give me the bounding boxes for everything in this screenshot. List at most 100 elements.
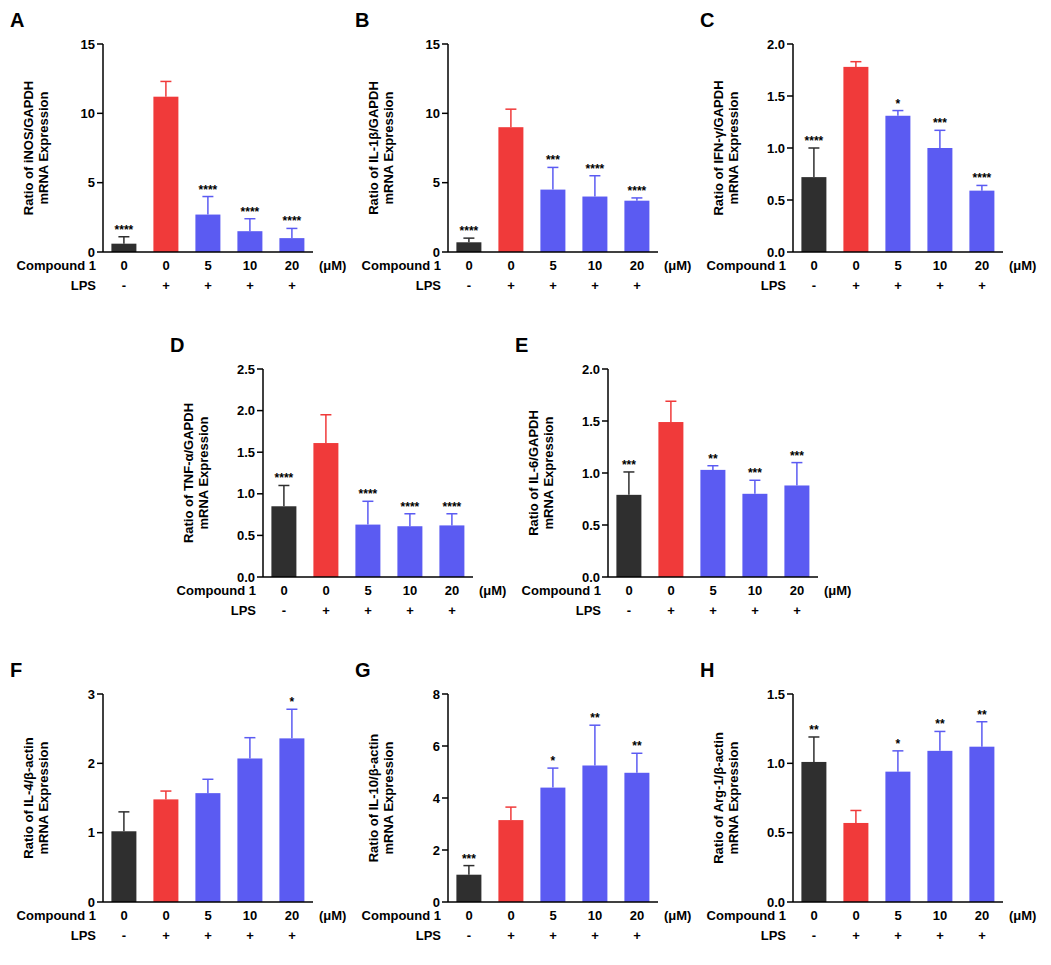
svg-text:20: 20 [285,908,299,923]
svg-text:*: * [896,737,901,751]
svg-text:20: 20 [445,583,459,598]
svg-text:****: **** [283,214,302,228]
svg-text:0: 0 [433,895,440,910]
svg-text:+: + [852,278,860,293]
svg-text:0: 0 [88,245,95,260]
svg-text:+: + [936,928,944,943]
svg-text:-: - [282,603,286,618]
svg-text:0: 0 [852,908,859,923]
svg-text:+: + [246,928,254,943]
svg-text:LPS: LPS [231,603,257,618]
svg-text:0: 0 [625,583,632,598]
svg-text:0: 0 [162,258,169,273]
svg-text:0.5: 0.5 [237,528,255,543]
svg-text:****: **** [805,134,824,148]
svg-text:+: + [633,278,641,293]
svg-text:+: + [852,928,860,943]
svg-text:Compound 1: Compound 1 [17,258,96,273]
svg-text:***: *** [933,116,947,130]
svg-text:10: 10 [933,258,947,273]
svg-text:-: - [627,603,631,618]
svg-text:+: + [288,928,296,943]
svg-text:2: 2 [88,756,95,771]
svg-text:+: + [894,928,902,943]
svg-text:LPS: LPS [71,278,97,293]
svg-text:10: 10 [243,258,257,273]
svg-text:0: 0 [852,258,859,273]
svg-text:1.0: 1.0 [582,466,600,481]
svg-text:0: 0 [465,908,472,923]
svg-text:(μM): (μM) [479,583,506,598]
svg-text:5: 5 [549,908,556,923]
svg-text:+: + [507,278,515,293]
svg-text:0: 0 [810,258,817,273]
svg-text:****: **** [628,184,647,198]
svg-text:4: 4 [433,791,441,806]
svg-text:+: + [204,278,212,293]
svg-text:0: 0 [507,258,514,273]
svg-text:15: 15 [426,37,440,52]
svg-text:+: + [322,603,330,618]
svg-text:20: 20 [285,258,299,273]
svg-text:20: 20 [630,908,644,923]
svg-text:LPS: LPS [576,603,602,618]
svg-text:+: + [978,928,986,943]
svg-text:+: + [549,928,557,943]
svg-text:+: + [709,603,717,618]
svg-text:10: 10 [588,908,602,923]
svg-text:**: ** [590,711,600,725]
svg-text:1: 1 [88,825,95,840]
svg-text:*: * [896,97,901,111]
svg-text:-: - [122,278,126,293]
svg-text:0.5: 0.5 [582,518,600,533]
svg-text:0.5: 0.5 [767,193,785,208]
svg-text:5: 5 [364,583,371,598]
svg-text:(μM): (μM) [664,908,691,923]
svg-text:0: 0 [120,908,127,923]
svg-text:LPS: LPS [416,928,442,943]
svg-text:***: *** [748,466,762,480]
svg-text:5: 5 [894,258,901,273]
svg-text:****: **** [115,223,134,237]
svg-text:+: + [246,278,254,293]
svg-text:0: 0 [667,583,674,598]
svg-text:2.0: 2.0 [767,37,785,52]
svg-text:LPS: LPS [761,278,787,293]
svg-text:-: - [812,928,816,943]
svg-text:Compound 1: Compound 1 [17,908,96,923]
svg-text:0: 0 [433,245,440,260]
svg-text:0: 0 [507,908,514,923]
svg-text:LPS: LPS [416,278,442,293]
svg-text:+: + [162,278,170,293]
svg-text:0.0: 0.0 [767,895,785,910]
svg-text:**: ** [632,739,642,753]
svg-text:Compound 1: Compound 1 [707,258,786,273]
svg-text:2.5: 2.5 [237,362,255,377]
svg-text:15: 15 [81,37,95,52]
svg-text:0.0: 0.0 [582,570,600,585]
svg-text:****: **** [241,205,260,219]
svg-text:**: ** [809,723,819,737]
svg-text:2.0: 2.0 [582,362,600,377]
svg-text:-: - [467,928,471,943]
svg-text:0.5: 0.5 [767,825,785,840]
svg-text:Compound 1: Compound 1 [522,583,601,598]
svg-text:**: ** [977,708,987,722]
svg-text:**: ** [935,717,945,731]
svg-text:+: + [633,928,641,943]
svg-text:10: 10 [426,106,440,121]
svg-text:***: *** [622,458,636,472]
svg-text:***: *** [546,153,560,167]
svg-text:Compound 1: Compound 1 [707,908,786,923]
svg-text:+: + [751,603,759,618]
svg-text:1.5: 1.5 [767,89,785,104]
svg-text:(μM): (μM) [1009,258,1036,273]
svg-text:20: 20 [790,583,804,598]
svg-text:+: + [448,603,456,618]
svg-text:+: + [667,603,675,618]
svg-text:1.5: 1.5 [582,414,600,429]
svg-text:****: **** [443,500,462,514]
svg-text:0: 0 [162,908,169,923]
svg-text:1.0: 1.0 [237,486,255,501]
svg-text:+: + [288,278,296,293]
